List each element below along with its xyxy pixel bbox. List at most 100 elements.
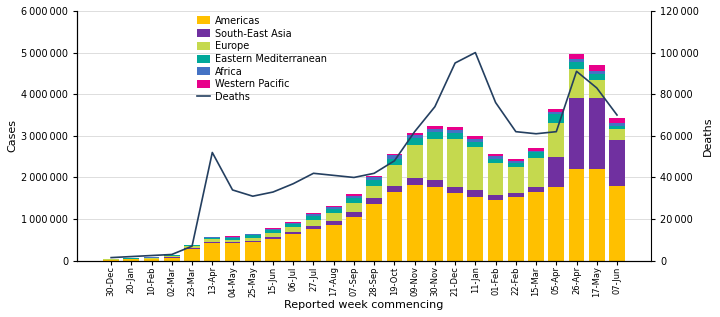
Bar	[245, 234, 261, 235]
Bar	[285, 232, 301, 235]
Bar	[407, 185, 423, 261]
Bar	[305, 214, 321, 216]
Bar	[528, 152, 544, 158]
Bar	[326, 206, 341, 207]
Bar	[467, 142, 483, 147]
Bar	[407, 138, 423, 145]
Bar	[164, 255, 180, 256]
Bar	[366, 176, 382, 177]
Bar	[528, 158, 544, 187]
Bar	[427, 128, 443, 132]
Bar	[265, 228, 281, 229]
Bar	[366, 177, 382, 180]
Bar	[387, 192, 402, 261]
Bar	[467, 191, 483, 197]
Bar	[225, 236, 240, 237]
Bar	[366, 198, 382, 204]
Bar	[447, 193, 463, 261]
Bar	[387, 158, 402, 165]
Bar	[407, 133, 423, 135]
Bar	[427, 187, 443, 261]
Bar	[487, 163, 503, 195]
Bar	[103, 260, 119, 261]
Bar	[569, 169, 585, 261]
Bar	[467, 139, 483, 142]
Bar	[225, 240, 240, 242]
Bar	[569, 62, 585, 69]
Bar	[366, 180, 382, 185]
Bar	[245, 241, 261, 243]
Bar	[569, 69, 585, 98]
Bar	[305, 213, 321, 214]
Bar	[467, 147, 483, 191]
Bar	[285, 235, 301, 261]
Bar	[609, 118, 625, 123]
Bar	[549, 158, 564, 187]
Bar	[326, 207, 341, 209]
Bar	[407, 178, 423, 185]
Bar	[164, 257, 180, 258]
Bar	[427, 139, 443, 180]
Bar	[164, 256, 180, 257]
Bar	[589, 71, 605, 74]
Bar	[366, 185, 382, 198]
Bar	[305, 229, 321, 261]
Bar	[487, 156, 503, 159]
Bar	[184, 245, 200, 246]
Bar	[265, 229, 281, 230]
Bar	[569, 55, 585, 59]
Bar	[549, 112, 564, 114]
Bar	[123, 260, 139, 261]
Bar	[447, 139, 463, 187]
Bar	[487, 199, 503, 261]
Bar	[144, 257, 159, 258]
Bar	[144, 259, 159, 261]
Bar	[326, 209, 341, 213]
Bar	[549, 187, 564, 261]
Bar	[285, 223, 301, 224]
Bar	[184, 249, 200, 261]
Bar	[447, 127, 463, 130]
Bar	[447, 130, 463, 133]
Bar	[508, 161, 523, 163]
Bar	[326, 213, 341, 221]
Bar	[265, 237, 281, 239]
Bar	[103, 259, 119, 260]
Bar	[225, 243, 240, 261]
Bar	[346, 196, 362, 198]
Bar	[528, 192, 544, 261]
Bar	[549, 109, 564, 112]
Bar	[487, 195, 503, 199]
Legend: Americas, South-East Asia, Europe, Eastern Mediterranean, Africa, Western Pacifi: Americas, South-East Asia, Europe, Easte…	[197, 16, 328, 102]
Bar	[366, 204, 382, 261]
Bar	[609, 123, 625, 126]
Bar	[528, 151, 544, 152]
Bar	[487, 154, 503, 156]
Bar	[225, 242, 240, 243]
Bar	[427, 126, 443, 128]
Bar	[487, 159, 503, 163]
X-axis label: Reported week commencing: Reported week commencing	[284, 300, 444, 310]
Y-axis label: Deaths: Deaths	[703, 116, 713, 156]
Bar	[164, 258, 180, 261]
Bar	[609, 129, 625, 140]
Bar	[609, 140, 625, 186]
Bar	[508, 159, 523, 161]
Bar	[346, 198, 362, 203]
Bar	[184, 246, 200, 249]
Bar	[285, 227, 301, 232]
Bar	[387, 165, 402, 186]
Bar	[144, 258, 159, 259]
Bar	[346, 203, 362, 212]
Bar	[245, 235, 261, 238]
Bar	[204, 237, 220, 238]
Bar	[204, 243, 220, 261]
Bar	[609, 186, 625, 261]
Bar	[387, 153, 402, 155]
Bar	[346, 217, 362, 261]
Bar	[508, 163, 523, 167]
Bar	[204, 239, 220, 242]
Bar	[569, 59, 585, 62]
Bar	[204, 238, 220, 239]
Bar	[245, 238, 261, 241]
